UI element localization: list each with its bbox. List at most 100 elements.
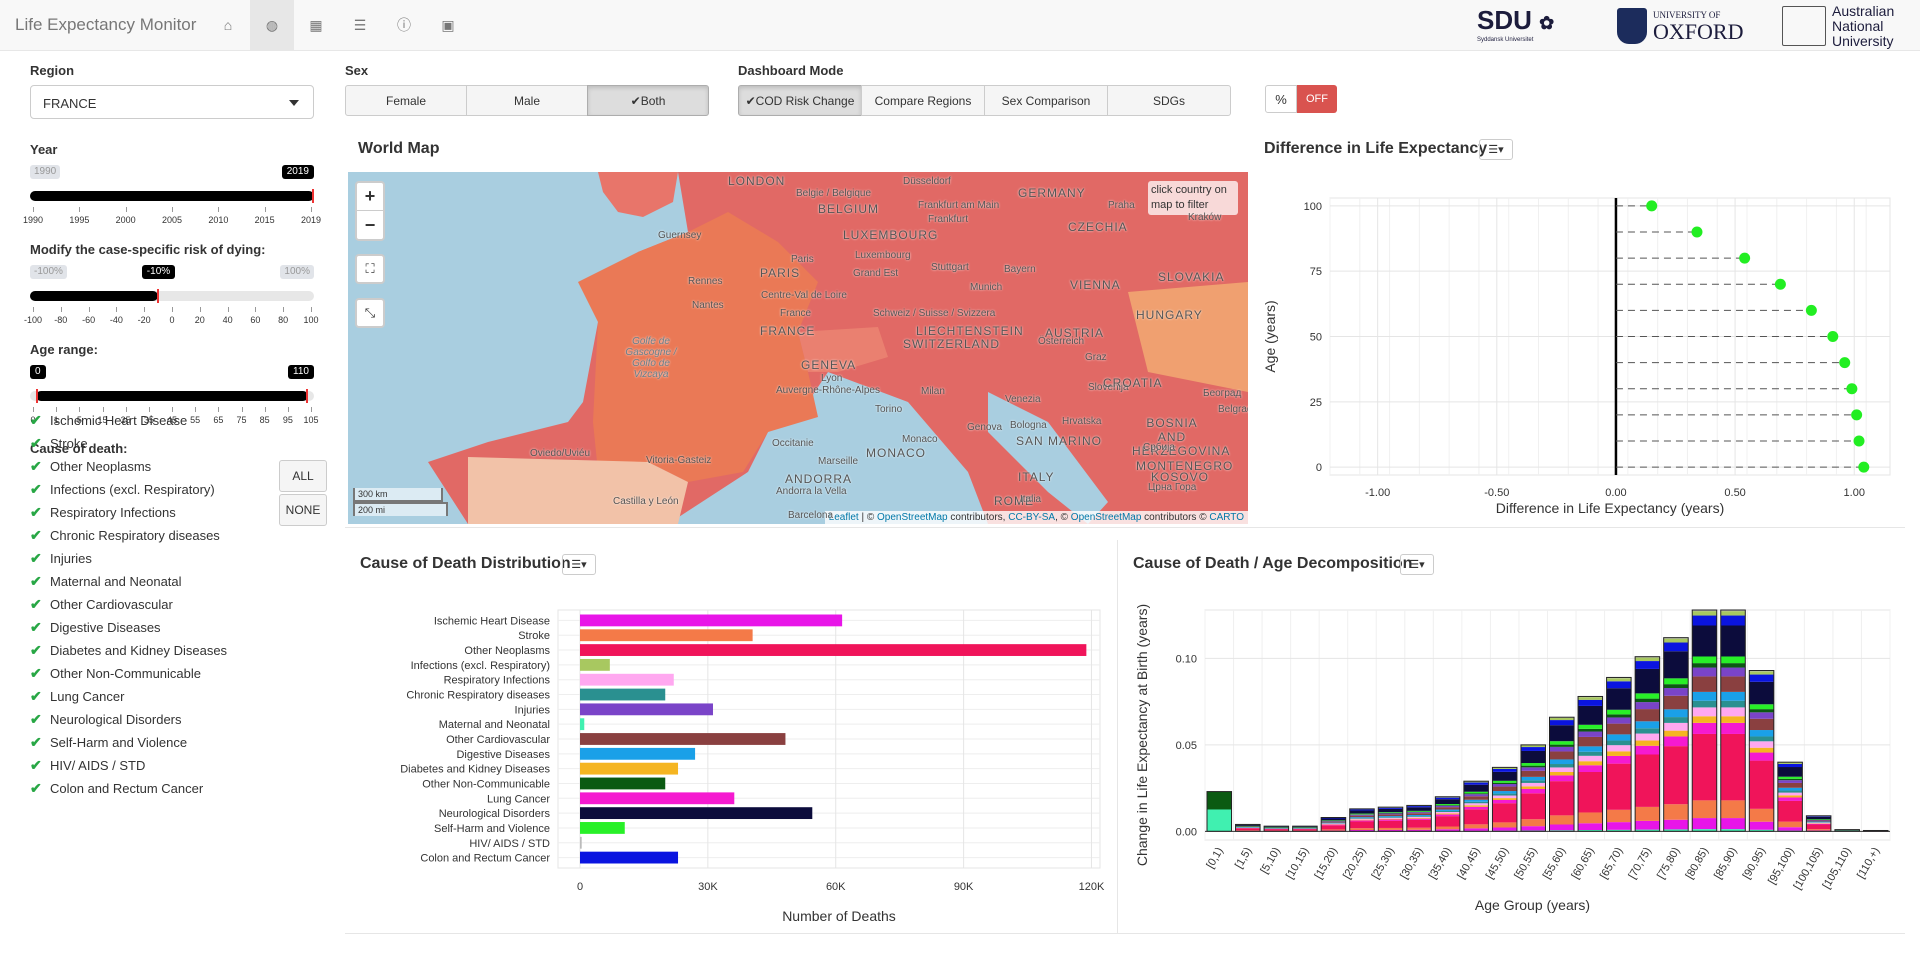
stack-segment[interactable] [1777,790,1803,793]
stack-segment[interactable] [1549,759,1575,765]
stack-segment[interactable] [1578,736,1603,747]
bar[interactable] [580,851,679,864]
stack-segment[interactable] [1663,717,1689,723]
stack-segment[interactable] [1235,828,1261,831]
stack-segment[interactable] [1492,786,1517,792]
stack-segment[interactable] [1235,824,1261,826]
stack-segment[interactable] [1606,751,1632,756]
stack-segment[interactable] [1406,816,1432,817]
stack-segment[interactable] [1692,733,1717,801]
stack-segment[interactable] [1492,798,1517,801]
stack-segment[interactable] [1349,813,1375,815]
stack-segment[interactable] [1235,830,1261,831]
stack-segment[interactable] [1378,816,1403,818]
stack-segment[interactable] [1435,797,1460,800]
stack-segment[interactable] [1578,699,1603,706]
stack-segment[interactable] [1321,821,1346,822]
stack-segment[interactable] [1777,827,1803,831]
stack-segment[interactable] [1378,812,1403,813]
stack-segment[interactable] [1749,681,1774,705]
stack-segment[interactable] [1635,693,1660,699]
stack-segment[interactable] [1606,822,1632,830]
stack-segment[interactable] [1578,751,1603,756]
stack-segment[interactable] [1406,829,1432,832]
stack-segment[interactable] [1321,822,1346,824]
stack-segment[interactable] [1578,830,1603,832]
globe-icon[interactable]: ◍ [250,0,294,51]
stack-segment[interactable] [1520,747,1546,751]
cause-checkbox-item[interactable]: ✔ Other Cardiovascular [30,593,227,616]
stack-segment[interactable] [1635,657,1660,662]
stack-segment[interactable] [1520,782,1546,787]
stack-segment[interactable] [1806,830,1831,832]
data-point[interactable] [1851,409,1863,421]
database-icon[interactable]: ☰ [353,16,367,33]
stack-segment[interactable] [1635,721,1660,729]
stack-segment[interactable] [1463,793,1489,795]
stack-segment[interactable] [1349,819,1375,821]
stack-segment[interactable] [1349,828,1375,831]
stack-segment[interactable] [1520,763,1546,766]
bar[interactable] [580,747,696,760]
stack-segment[interactable] [1720,611,1746,616]
stack-segment[interactable] [1264,826,1289,828]
select-none-button[interactable]: NONE [279,494,327,526]
stack-segment[interactable] [1435,814,1460,817]
stack-segment[interactable] [1692,700,1717,708]
stack-segment[interactable] [1749,712,1774,719]
stack-segment[interactable] [1435,796,1460,798]
stack-segment[interactable] [1406,815,1432,817]
stack-segment[interactable] [1378,818,1403,820]
stack-segment[interactable] [1720,656,1746,664]
stack-segment[interactable] [1635,668,1660,694]
stack-segment[interactable] [1492,822,1517,828]
stack-segment[interactable] [1606,745,1632,752]
stack-segment[interactable] [1463,828,1489,831]
mode-option-button[interactable]: SDGs [1107,85,1231,116]
bar[interactable] [580,658,610,671]
stack-segment[interactable] [1692,625,1717,657]
stack-segment[interactable] [1663,736,1689,747]
stack-segment[interactable] [1578,697,1603,700]
stack-segment[interactable] [1349,818,1375,820]
stack-segment[interactable] [1606,734,1632,741]
calculator-icon[interactable]: ▦ [309,16,323,33]
stack-segment[interactable] [1349,830,1375,832]
stack-segment[interactable] [1406,819,1432,828]
stack-segment[interactable] [1720,722,1746,734]
stack-segment[interactable] [1520,770,1546,777]
sex-option-button[interactable]: ✔ Both [587,85,709,116]
stack-segment[interactable] [1692,716,1717,723]
cause-checkbox-item[interactable]: ✔ HIV/ AIDS / STD [30,754,227,777]
stack-segment[interactable] [1663,829,1689,832]
stack-segment[interactable] [1806,819,1831,821]
stack-segment[interactable] [1606,678,1632,682]
stack-segment[interactable] [1749,730,1774,737]
stack-segment[interactable] [1292,826,1318,828]
app-title[interactable]: Life Expectancy Monitor [15,15,197,34]
stack-segment[interactable] [1578,761,1603,766]
stack-segment[interactable] [1692,611,1717,616]
stack-segment[interactable] [1749,760,1774,809]
bar[interactable] [580,822,625,834]
stack-segment[interactable] [1777,776,1803,779]
stack-segment[interactable] [1406,813,1432,816]
stack-segment[interactable] [1406,810,1432,812]
sex-option-button[interactable]: Female [345,85,467,116]
stack-segment[interactable] [1663,642,1689,652]
stack-segment[interactable] [1435,809,1460,811]
cause-checkbox-item[interactable]: ✔ Chronic Respiratory diseases [30,524,227,547]
stack-segment[interactable] [1663,651,1689,679]
stack-segment[interactable] [1806,820,1831,822]
stack-segment[interactable] [1606,723,1632,735]
stack-segment[interactable] [1692,818,1717,830]
stack-segment[interactable] [1520,786,1546,789]
home-icon[interactable]: ⌂ [223,17,233,33]
stack-segment[interactable] [1292,829,1318,831]
stack-segment[interactable] [1549,775,1575,782]
stack-segment[interactable] [1749,808,1774,822]
stack-segment[interactable] [1777,762,1803,764]
stack-segment[interactable] [1549,767,1575,773]
stack-segment[interactable] [1435,813,1460,815]
stack-segment[interactable] [1378,807,1403,809]
